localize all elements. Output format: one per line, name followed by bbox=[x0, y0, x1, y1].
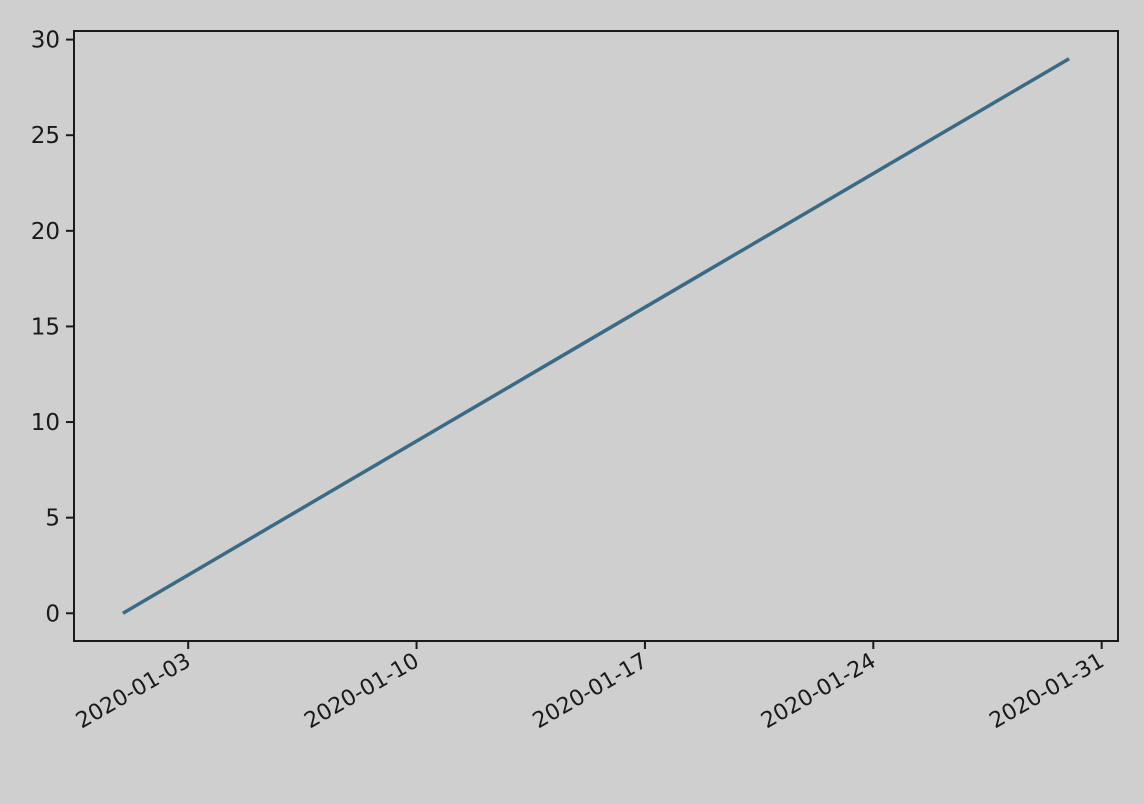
y-tick-label: 0 bbox=[45, 601, 60, 627]
y-tick-label: 30 bbox=[31, 28, 60, 54]
x-tick-label: 2020-01-03 bbox=[72, 649, 195, 735]
y-tick-label: 10 bbox=[31, 410, 60, 436]
x-axis: 2020-01-03 2020-01-10 2020-01-17 2020-01-24… bbox=[72, 641, 1109, 734]
y-tick-label: 15 bbox=[31, 314, 60, 340]
series-line-0 bbox=[122, 57, 1070, 615]
y-tick-label: 20 bbox=[31, 219, 60, 245]
x-tick-label: 2020-01-17 bbox=[529, 649, 652, 735]
x-tick-label: 2020-01-10 bbox=[300, 649, 423, 735]
y-tick-label: 5 bbox=[45, 506, 60, 532]
y-axis: 0 5 10 15 20 25 30 bbox=[31, 28, 74, 627]
x-tick-label: 2020-01-24 bbox=[757, 649, 880, 735]
y-tick-label: 25 bbox=[31, 123, 60, 149]
series-layer bbox=[122, 57, 1070, 615]
x-tick-label: 2020-01-31 bbox=[985, 649, 1108, 735]
plot-frame bbox=[73, 30, 1119, 642]
